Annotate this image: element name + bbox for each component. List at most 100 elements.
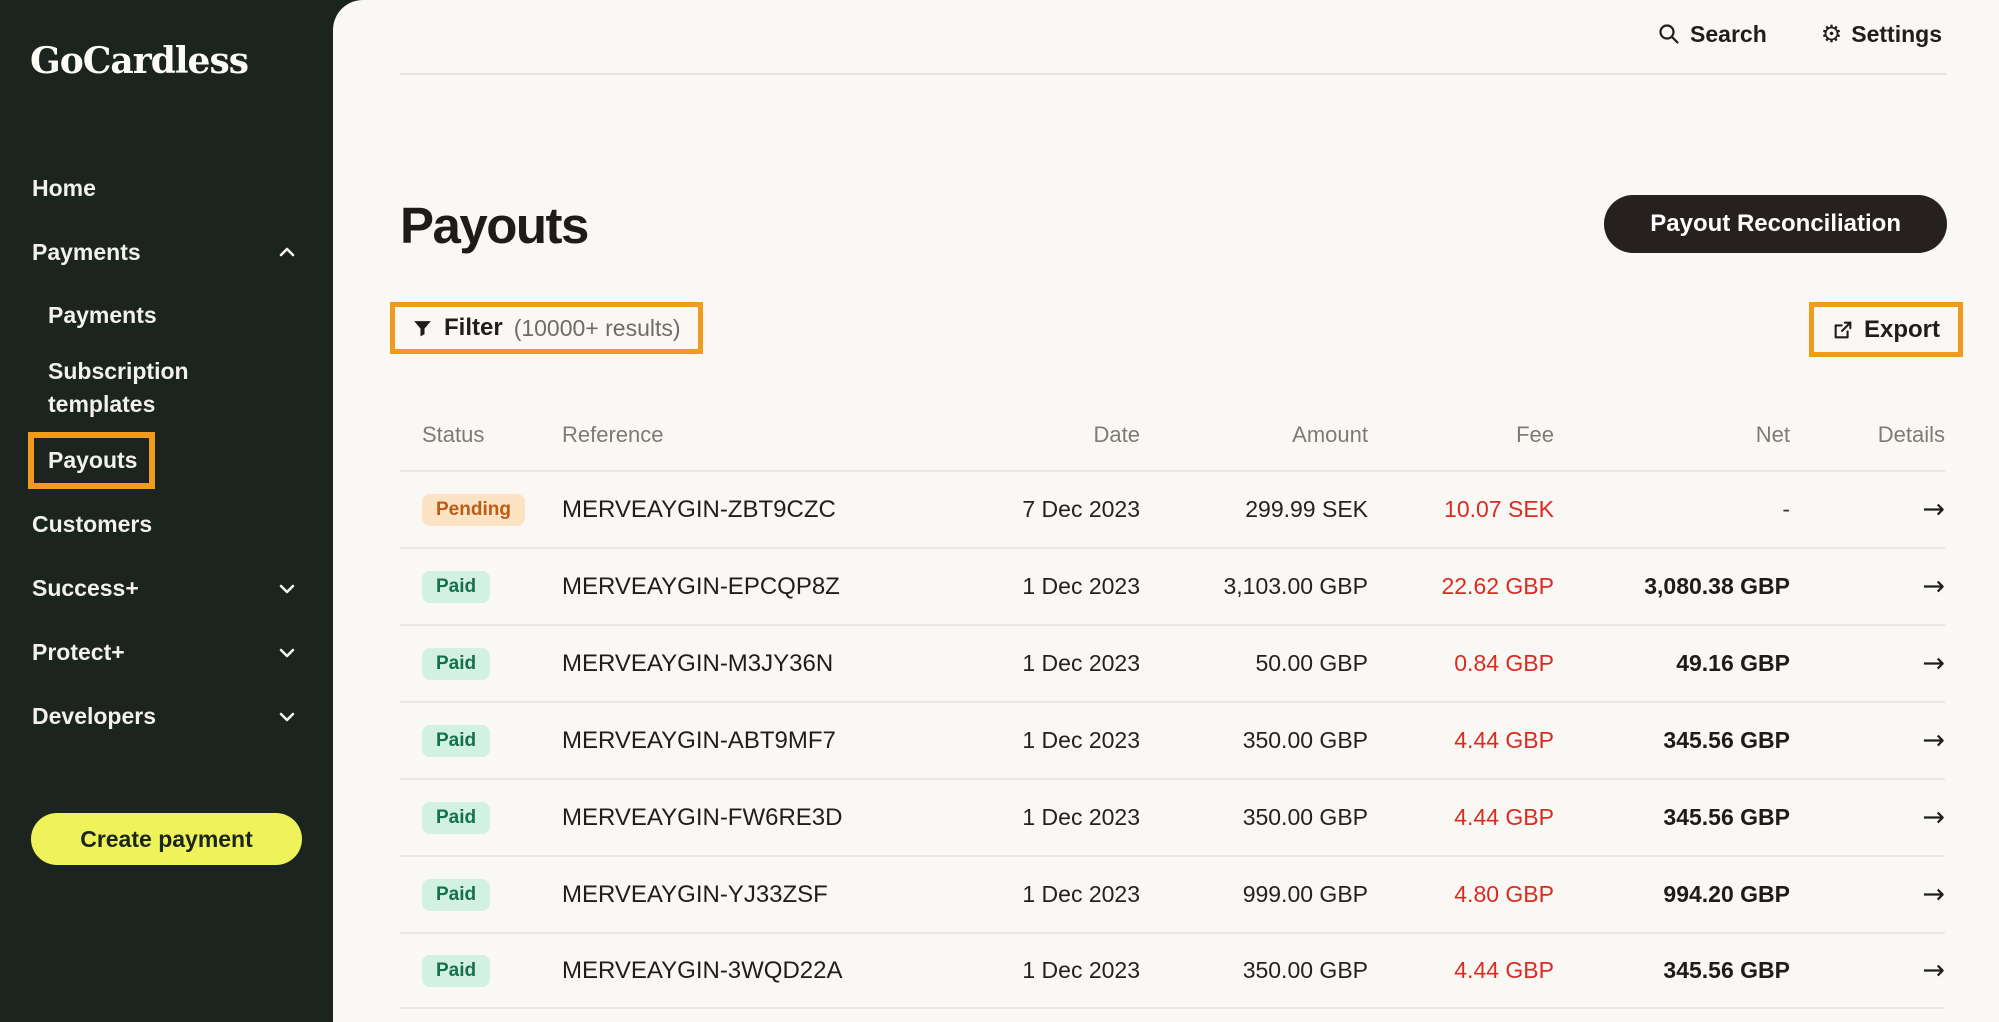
filter-label: Filter [444,314,503,341]
sidebar-item[interactable]: Payments [0,227,333,277]
fee-cell: 22.62 GBP [1441,573,1554,599]
fee-cell: 4.44 GBP [1454,804,1554,830]
net-cell: 345.56 GBP [1663,804,1790,830]
sidebar-item[interactable]: Payouts [0,431,333,490]
date-cell: 1 Dec 2023 [1022,727,1140,753]
fee-cell: 4.80 GBP [1454,881,1554,907]
status-badge: Paid [422,570,491,603]
column-header-reference: Reference [562,422,664,447]
chevron-icon[interactable] [275,705,299,729]
sidebar-item-label: Payments [32,238,141,265]
amount-cell: 350.00 GBP [1242,957,1368,983]
details-arrow[interactable]: → [1922,494,1945,525]
status-badge: Paid [422,878,491,911]
amount-cell: 299.99 SEK [1245,496,1368,522]
sidebar-item-label: Success+ [32,575,139,602]
sidebar-item[interactable]: Success+ [0,564,333,614]
table-row[interactable]: Paid MERVEAYGIN-YJ33ZSF 1 Dec 2023 999.0… [400,855,1945,932]
column-header-fee: Fee [1516,422,1554,447]
search-icon [1659,24,1679,44]
topbar: Search ⚙ Settings [1657,13,1942,55]
net-cell: 345.56 GBP [1663,957,1790,983]
chevron-icon[interactable] [275,641,299,665]
sidebar-item-label: Developers [32,703,157,730]
details-arrow[interactable]: → [1922,725,1945,756]
reference-cell: MERVEAYGIN-ZBT9CZC [562,495,836,523]
details-arrow[interactable]: → [1922,879,1945,910]
table-row[interactable]: Paid MERVEAYGIN-ABT9MF7 1 Dec 2023 350.0… [400,701,1945,778]
date-cell: 1 Dec 2023 [1022,804,1140,830]
sidebar-item[interactable]: Payments [0,291,333,341]
sidebar-item-label: Subscription templates [48,358,189,418]
create-payment-button[interactable]: Create payment [31,813,302,865]
status-badge: Pending [422,493,525,526]
net-cell: 994.20 GBP [1663,881,1790,907]
sidebar: GoCardless Home Payments Payments Subscr… [0,0,333,1022]
sidebar-item-label: Protect+ [32,639,125,666]
reference-cell: MERVEAYGIN-YJ33ZSF [562,880,828,908]
page-title: Payouts [400,197,589,254]
date-cell: 7 Dec 2023 [1022,496,1140,522]
fee-cell: 10.07 SEK [1444,496,1554,522]
table-body: Pending MERVEAYGIN-ZBT9CZC 7 Dec 2023 29… [400,470,1945,1009]
fee-cell: 4.44 GBP [1454,957,1554,983]
filter-button[interactable]: Filter (10000+ results) [412,314,681,342]
sidebar-item-label: Home [32,174,96,201]
gocardless-logo: GoCardless [30,40,249,82]
table-row[interactable]: Paid MERVEAYGIN-EPCQP8Z 1 Dec 2023 3,103… [400,547,1945,624]
reference-cell: MERVEAYGIN-3WQD22A [562,956,843,984]
sidebar-item[interactable]: Home [0,163,333,213]
chevron-icon[interactable] [275,577,299,601]
table-row[interactable]: Paid MERVEAYGIN-M3JY36N 1 Dec 2023 50.00… [400,624,1945,701]
export-button[interactable]: Export [1832,316,1940,344]
chevron-icon[interactable] [275,240,299,264]
fee-cell: 0.84 GBP [1454,650,1554,676]
date-cell: 1 Dec 2023 [1022,957,1140,983]
payouts-table: Status Reference Date Amount Fee Net Det… [400,400,1945,1009]
filter-funnel-icon [414,320,431,336]
sidebar-item-label: Payments [48,302,157,329]
reference-cell: MERVEAYGIN-M3JY36N [562,649,834,677]
sidebar-item[interactable]: Subscription templates [0,355,333,422]
net-cell: - [1782,496,1790,522]
export-label: Export [1863,315,1940,343]
amount-cell: 50.00 GBP [1255,650,1368,676]
column-header-details: Details [1877,422,1945,447]
status-badge: Paid [422,954,491,987]
sidebar-item-label: Payouts [48,447,138,474]
export-annotation-box: Export [1808,302,1963,357]
status-badge: Paid [422,724,491,757]
table-row[interactable]: Paid MERVEAYGIN-3WQD22A 1 Dec 2023 350.0… [400,932,1945,1009]
reference-cell: MERVEAYGIN-FW6RE3D [562,803,843,831]
table-row[interactable]: Pending MERVEAYGIN-ZBT9CZC 7 Dec 2023 29… [400,470,1945,547]
sidebar-item[interactable]: Developers [0,692,333,742]
column-header-status: Status [422,422,485,447]
column-header-net: Net [1755,422,1790,447]
column-header-date: Date [1093,422,1140,447]
details-arrow[interactable]: → [1922,955,1945,986]
sidebar-item-label: Customers [32,511,153,538]
payout-reconciliation-button[interactable]: Payout Reconciliation [1604,195,1947,253]
header-divider [400,73,1947,75]
search-label: Search [1690,20,1767,47]
table-row[interactable]: Paid MERVEAYGIN-FW6RE3D 1 Dec 2023 350.0… [400,778,1945,855]
amount-cell: 3,103.00 GBP [1223,573,1369,599]
amount-cell: 350.00 GBP [1242,727,1368,753]
main-panel: Search ⚙ Settings Payouts Payout Reconci… [333,0,1999,1022]
details-arrow[interactable]: → [1922,571,1945,602]
settings-button[interactable]: ⚙ Settings [1821,21,1942,48]
date-cell: 1 Dec 2023 [1022,881,1140,907]
details-arrow[interactable]: → [1922,648,1945,679]
details-arrow[interactable]: → [1922,802,1945,833]
search-button[interactable]: Search [1657,21,1767,48]
fee-cell: 4.44 GBP [1454,727,1554,753]
sidebar-item[interactable]: Customers [0,500,333,550]
reference-cell: MERVEAYGIN-EPCQP8Z [562,572,840,600]
net-cell: 49.16 GBP [1676,650,1790,676]
sidebar-item[interactable]: Protect+ [0,628,333,678]
gear-icon: ⚙ [1820,20,1843,48]
net-cell: 3,080.38 GBP [1644,573,1790,599]
table-header-row: Status Reference Date Amount Fee Net Det… [400,400,1945,470]
date-cell: 1 Dec 2023 [1022,650,1140,676]
status-badge: Paid [422,647,491,680]
